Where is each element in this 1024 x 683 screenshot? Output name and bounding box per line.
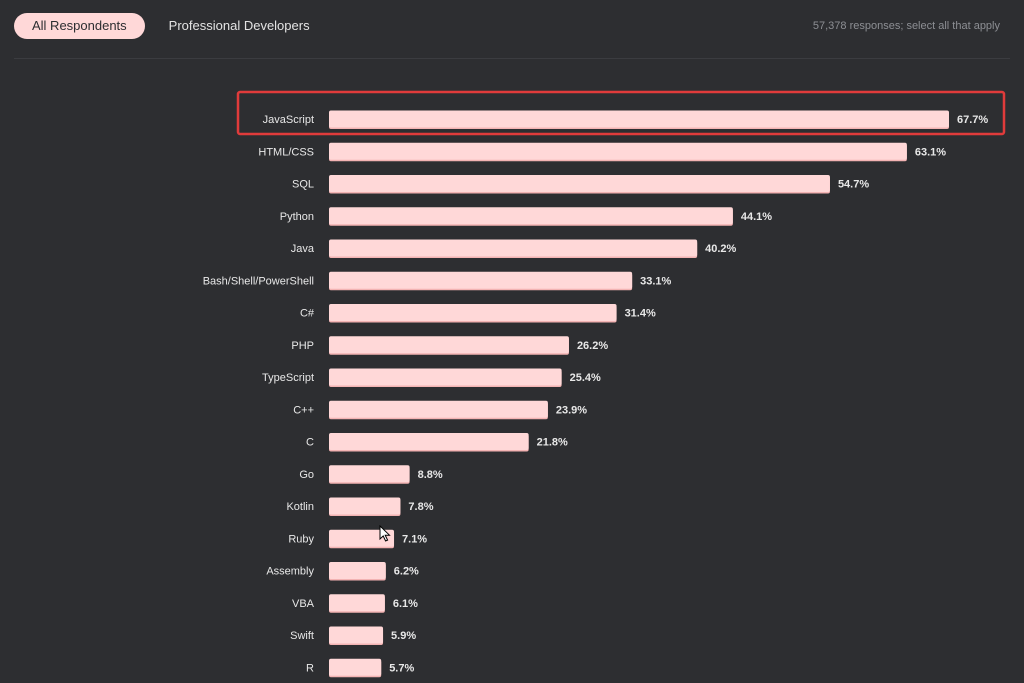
bars-layer: JavaScript 67.7% HTML/CSS 63.1% SQL 54.7% Pyth…: [203, 110, 988, 678]
bar-group: Ruby 7.1%: [288, 529, 427, 549]
bar-group: PHP 26.2%: [291, 336, 608, 355]
value-label: 6.1%: [393, 598, 418, 610]
bar-group: C# 31.4%: [300, 304, 656, 323]
tab-professional-developers[interactable]: Professional Developers: [168, 18, 310, 33]
bar-group: Java 40.2%: [291, 239, 737, 258]
bar-group: C++ 23.9%: [293, 400, 587, 420]
bar[interactable]: [329, 626, 384, 644]
value-label: 5.9%: [391, 630, 416, 642]
bar-group: VBA 6.1%: [292, 594, 418, 613]
category-label: Kotlin: [286, 501, 314, 513]
value-label: 7.8%: [408, 501, 433, 513]
value-label: 21.8%: [537, 437, 568, 449]
bar-group: R 5.7%: [306, 658, 414, 678]
value-label: 6.2%: [394, 566, 419, 578]
bar-group: SQL 54.7%: [292, 175, 869, 194]
bar[interactable]: [329, 110, 949, 128]
bar[interactable]: [329, 529, 395, 547]
bar[interactable]: [329, 658, 382, 676]
category-label: TypeScript: [262, 372, 314, 384]
respondent-tabs: All Respondents Professional Developers: [14, 13, 328, 39]
category-label: Swift: [290, 630, 314, 642]
value-label: 54.7%: [838, 179, 869, 191]
bar[interactable]: [329, 562, 386, 579]
category-label: Assembly: [266, 566, 314, 578]
bar[interactable]: [329, 433, 529, 450]
bar[interactable]: [329, 497, 401, 515]
category-label: SQL: [292, 179, 314, 191]
highlight-box: [236, 90, 1006, 136]
value-label: 8.8%: [418, 469, 443, 481]
category-label: Python: [280, 211, 314, 223]
bar-group: Go 8.8%: [299, 465, 443, 484]
bar-group: HTML/CSS 63.1%: [258, 142, 946, 162]
category-label: Ruby: [288, 533, 314, 545]
value-label: 40.2%: [705, 243, 736, 255]
category-label: PHP: [291, 340, 314, 352]
tab-all-respondents[interactable]: All Respondents: [14, 13, 145, 39]
category-label: Go: [299, 469, 314, 481]
bar[interactable]: [329, 207, 733, 225]
bar-group: Bash/Shell/PowerShell 33.1%: [203, 271, 672, 291]
bar-group: Assembly 6.2%: [266, 562, 419, 581]
value-label: 5.7%: [389, 662, 414, 674]
value-label: 63.1%: [915, 146, 946, 158]
bar-group: JavaScript 67.7%: [263, 110, 988, 129]
bar[interactable]: [329, 465, 410, 483]
bar[interactable]: [329, 271, 633, 289]
bar[interactable]: [329, 400, 548, 418]
bar[interactable]: [329, 594, 385, 612]
value-label: 44.1%: [741, 211, 772, 223]
value-label: 26.2%: [577, 340, 608, 352]
category-label: C++: [293, 404, 314, 416]
category-label: JavaScript: [263, 114, 314, 126]
bar-group: Kotlin 7.8%: [286, 497, 434, 516]
bar[interactable]: [329, 304, 617, 321]
value-label: 31.4%: [625, 308, 656, 320]
bar[interactable]: [329, 142, 907, 160]
bar[interactable]: [329, 368, 562, 386]
bar[interactable]: [329, 336, 569, 354]
category-label: C#: [300, 308, 315, 320]
bar-group: Swift 5.9%: [290, 626, 416, 645]
value-label: 67.7%: [957, 114, 988, 126]
value-label: 23.9%: [556, 404, 587, 416]
mouse-cursor-icon: [379, 525, 391, 542]
category-label: Bash/Shell/PowerShell: [203, 275, 314, 287]
category-label: R: [306, 662, 314, 674]
category-label: HTML/CSS: [258, 146, 314, 158]
value-label: 25.4%: [570, 372, 601, 384]
category-label: Java: [291, 243, 315, 255]
category-label: VBA: [292, 598, 315, 610]
category-label: C: [306, 437, 314, 449]
bar-group: TypeScript 25.4%: [262, 368, 601, 387]
bar-group: C 21.8%: [306, 433, 568, 452]
value-label: 33.1%: [640, 275, 671, 287]
value-label: 7.1%: [402, 533, 427, 545]
response-count-text: 57,378 responses; select all that apply: [812, 20, 1000, 32]
bar[interactable]: [329, 239, 698, 257]
header-divider: [14, 58, 1010, 59]
bar[interactable]: [329, 175, 830, 192]
bar-group: Python 44.1%: [280, 207, 772, 226]
